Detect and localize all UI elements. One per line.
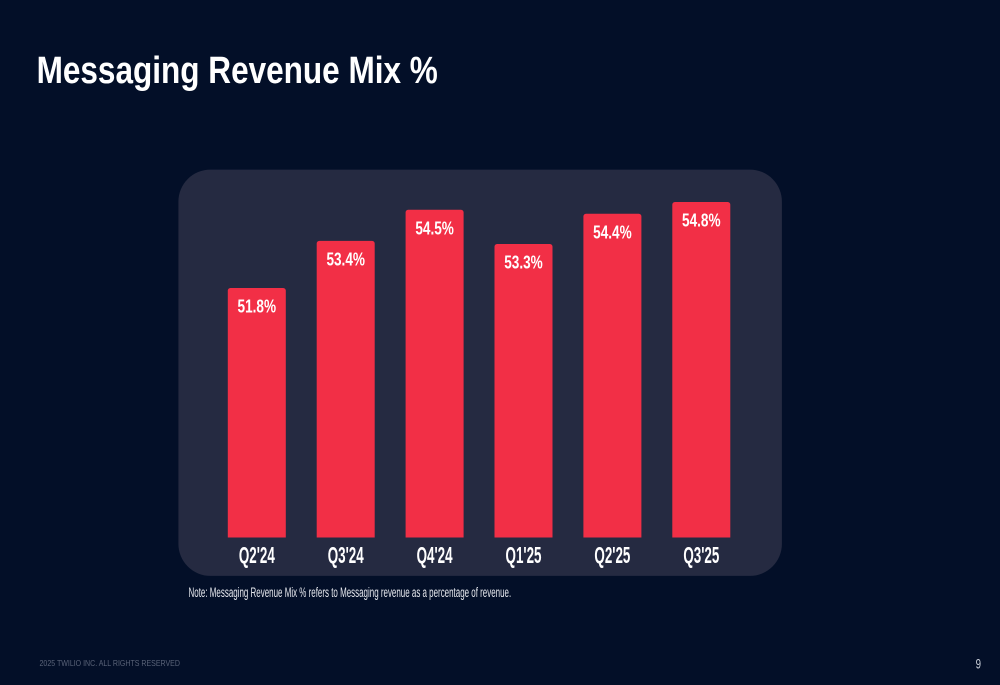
svg-text:51.8%: 51.8% [238,296,277,317]
svg-text:2025 TWILIO INC. ALL RIGHTS RE: 2025 TWILIO INC. ALL RIGHTS RESERVED [40,658,181,668]
svg-text:Q3'25: Q3'25 [683,542,719,568]
svg-text:Q2'24: Q2'24 [239,542,275,568]
svg-text:54.5%: 54.5% [415,218,454,239]
svg-text:54.4%: 54.4% [593,222,632,243]
svg-text:Q3'24: Q3'24 [328,542,364,568]
svg-text:9: 9 [976,656,982,672]
svg-text:53.3%: 53.3% [504,252,543,273]
svg-text:Note: Messaging Revenue Mix %: Note: Messaging Revenue Mix % refers to … [189,586,512,601]
svg-text:Q1'25: Q1'25 [506,542,542,568]
svg-text:Q2'25: Q2'25 [594,542,630,568]
svg-text:Messaging Revenue Mix %: Messaging Revenue Mix % [37,49,438,91]
svg-text:54.8%: 54.8% [682,210,721,231]
svg-text:53.4%: 53.4% [326,249,365,270]
svg-text:Q4'24: Q4'24 [417,542,453,568]
